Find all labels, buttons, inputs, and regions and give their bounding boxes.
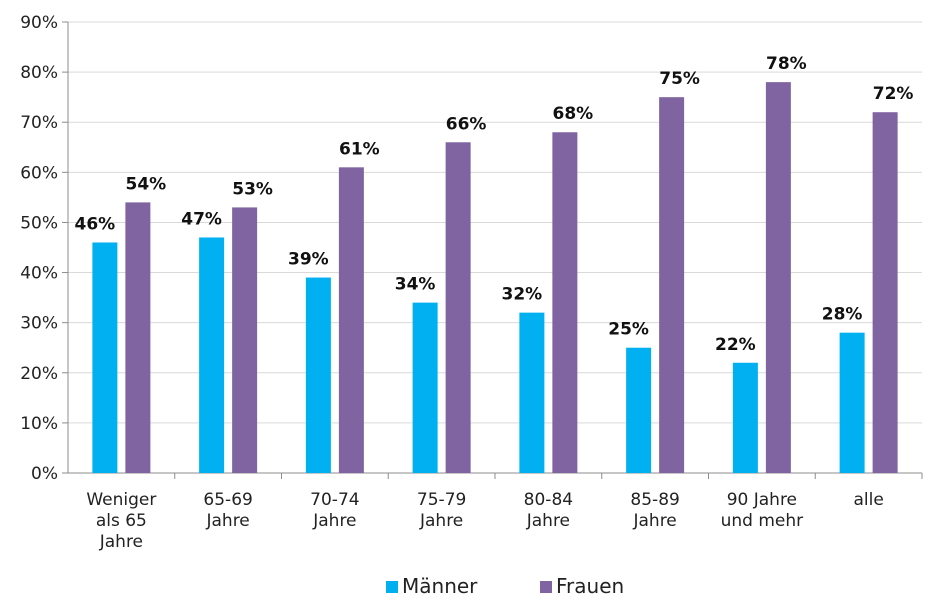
bar-frauen: [338, 167, 364, 474]
data-label: 32%: [502, 285, 543, 305]
x-category-label: 85-89 Jahre: [630, 490, 679, 531]
x-category-label: alle: [853, 490, 883, 510]
y-tick-label: 70%: [20, 113, 58, 133]
y-tick-label: 60%: [20, 163, 58, 183]
data-label: 61%: [339, 139, 380, 159]
data-label: 22%: [715, 335, 756, 355]
bar-maenner: [839, 332, 865, 473]
x-category-label: Weniger als 65 Jahre: [86, 490, 156, 552]
legend-label: Frauen: [556, 574, 624, 597]
x-category-label-line: 80-84: [524, 490, 573, 510]
data-label: 66%: [446, 114, 487, 134]
x-category-label: 70-74 Jahre: [310, 490, 359, 531]
bar-frauen: [659, 97, 685, 474]
x-category-label-line: als 65: [96, 511, 147, 531]
x-category-label: 75-79 Jahre: [417, 490, 466, 531]
bar-maenner: [626, 347, 652, 473]
data-label: 25%: [608, 320, 649, 340]
legend-swatch: [540, 581, 552, 593]
x-category-label-line: Jahre: [632, 511, 676, 531]
y-tick-label: 10%: [20, 414, 58, 434]
bar-frauen: [765, 82, 791, 473]
x-category-label: 90 Jahre und mehr: [721, 490, 804, 531]
data-labels: 46% 54% 47% 53% 39% 61% 34% 66% 32% 68% 25% 75% 22% 7…: [75, 54, 914, 355]
x-category-label-line: alle: [853, 490, 883, 510]
y-tick-label: 30%: [20, 314, 58, 334]
bar-frauen: [125, 202, 151, 473]
legend: Männer Frauen: [386, 574, 624, 597]
data-label: 39%: [288, 250, 329, 270]
data-label: 54%: [126, 174, 167, 194]
x-category-label-line: Jahre: [99, 532, 143, 552]
legend-label: Männer: [402, 574, 478, 597]
x-category-label-line: Jahre: [526, 511, 570, 531]
data-label: 72%: [873, 84, 914, 104]
x-category-label-line: und mehr: [721, 511, 804, 531]
bar-maenner: [92, 242, 118, 473]
axes: 0% 10% 20% 30% 40% 50% 60% 70% 80% 90%: [20, 13, 923, 484]
data-label: 34%: [395, 275, 436, 295]
bar-frauen: [445, 142, 471, 473]
y-tick-label: 50%: [20, 213, 58, 233]
x-category-label-line: 75-79: [417, 490, 466, 510]
data-label: 28%: [822, 305, 863, 325]
data-label: 75%: [659, 69, 700, 89]
y-tick-label: 40%: [20, 264, 58, 284]
x-category-label-line: 90 Jahre: [727, 490, 797, 510]
bar-maenner: [732, 362, 758, 473]
legend-swatch: [386, 581, 398, 593]
bar-frauen: [872, 112, 898, 473]
bar-frauen: [552, 132, 578, 473]
data-label: 53%: [232, 179, 273, 199]
y-tick-label: 90%: [20, 13, 58, 33]
x-category-label-line: Jahre: [205, 511, 249, 531]
x-category-label-line: 70-74: [310, 490, 359, 510]
bar-maenner: [305, 277, 331, 473]
bars: [92, 82, 898, 474]
bar-frauen: [232, 207, 258, 473]
bar-maenner: [412, 302, 438, 473]
y-tick-label: 80%: [20, 63, 58, 83]
bar-maenner: [199, 237, 225, 473]
x-category-label-line: 85-89: [630, 490, 679, 510]
data-label: 68%: [553, 104, 594, 124]
x-category-label: 80-84 Jahre: [524, 490, 573, 531]
bar-maenner: [519, 312, 545, 473]
x-category-label-line: Jahre: [312, 511, 356, 531]
x-category-label: 65-69 Jahre: [203, 490, 252, 531]
x-category-label-line: Jahre: [419, 511, 463, 531]
y-tick-label: 0%: [31, 464, 58, 484]
x-category-label-line: 65-69: [203, 490, 252, 510]
x-category-label-line: Weniger: [86, 490, 156, 510]
data-label: 47%: [181, 209, 222, 229]
data-label: 78%: [766, 54, 807, 74]
data-label: 46%: [75, 214, 116, 234]
y-tick-label: 20%: [20, 364, 58, 384]
